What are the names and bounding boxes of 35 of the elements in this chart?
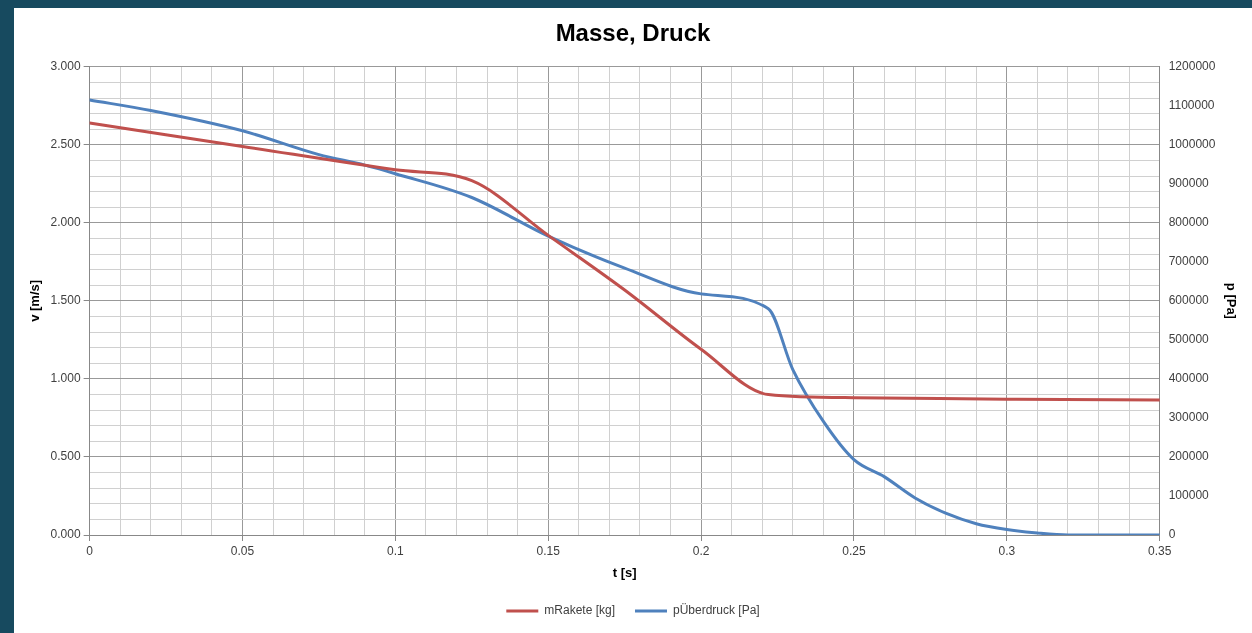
y2-axis-title: p [Pa] <box>1223 282 1239 319</box>
y2-tick-label: 800000 <box>1168 215 1210 230</box>
x-tick-label: 0.3 <box>998 543 1016 558</box>
y2-tick-label: 1100000 <box>1168 98 1215 113</box>
y2-tick-label: 100000 <box>1168 488 1210 503</box>
x-tick-label: 0.1 <box>387 543 405 558</box>
line-series <box>89 121 1160 402</box>
x-tick-label: 0.35 <box>1148 543 1172 558</box>
y2-tick-label: 0 <box>1168 527 1176 542</box>
y-tick-label: 0.000 <box>50 527 81 542</box>
legend-label: pÜberdruck [Pa] <box>672 603 760 618</box>
y-tick-label: 3.000 <box>50 59 81 74</box>
y2-tick-label: 300000 <box>1168 410 1210 425</box>
y2-tick-label: 500000 <box>1168 332 1210 347</box>
x-axis-title: t [s] <box>612 564 637 580</box>
x-tick-label: 0 <box>86 543 94 558</box>
y-tick-label: 1.000 <box>50 371 81 386</box>
y2-tick-label: 600000 <box>1168 293 1210 308</box>
chart-title: Masse, Druck <box>555 19 712 47</box>
y-tick-label: 1.500 <box>50 293 81 308</box>
y2-tick-label: 1200000 <box>1168 59 1216 74</box>
x-tick-label: 0.25 <box>842 543 866 558</box>
y-tick-label: 0.500 <box>50 449 81 464</box>
x-tick-label: 0.2 <box>692 543 710 558</box>
y2-tick-label: 700000 <box>1168 254 1210 269</box>
y-tick-label: 2.500 <box>50 137 81 152</box>
x-tick-label: 0.15 <box>536 543 561 558</box>
y-axis-title: v [m/s] <box>27 279 43 322</box>
y-tick-label: 2.000 <box>50 215 81 230</box>
x-tick-label: 0.05 <box>230 543 255 558</box>
legend-label: mRakete [kg] <box>544 603 615 618</box>
y2-tick-label: 1000000 <box>1168 137 1216 152</box>
y2-tick-label: 200000 <box>1168 449 1210 464</box>
y2-tick-label: 900000 <box>1168 176 1210 191</box>
y2-tick-label: 400000 <box>1168 371 1210 386</box>
